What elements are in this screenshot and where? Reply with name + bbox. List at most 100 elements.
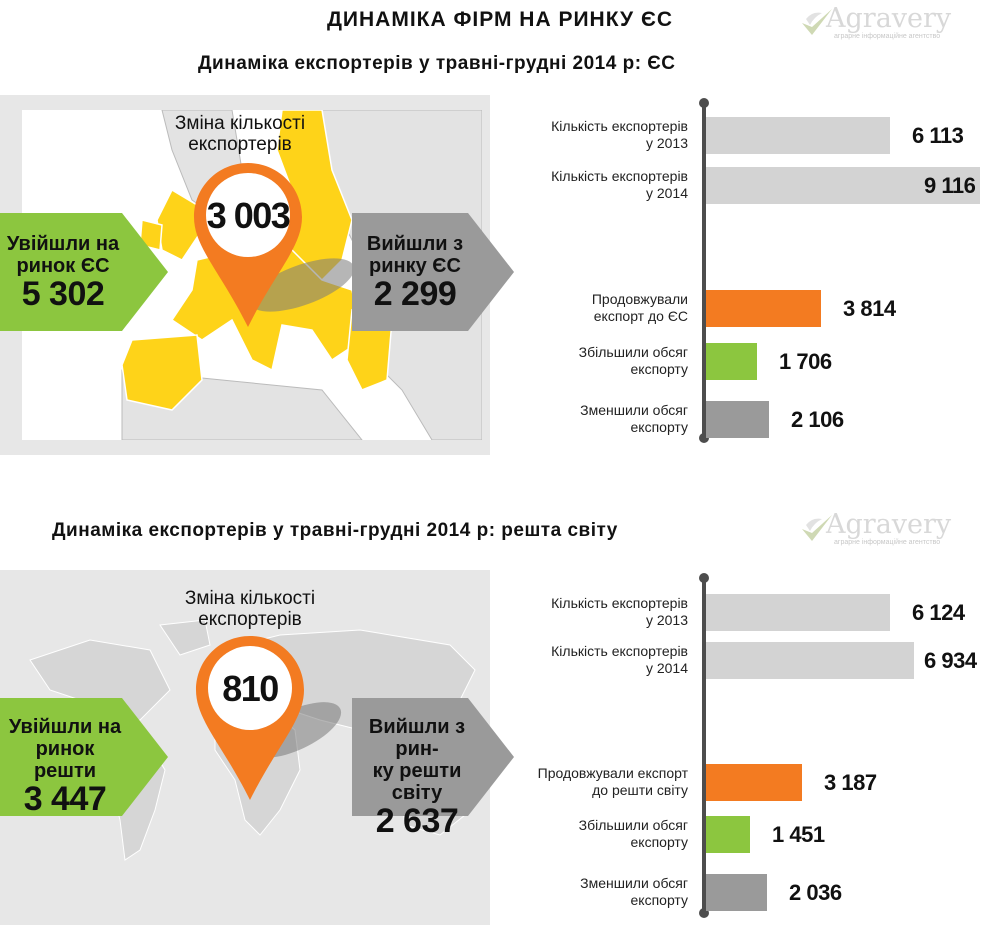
map-pin-icon xyxy=(194,163,302,327)
pin-caption: Зміна кількості експортерів xyxy=(160,588,340,630)
entered-label-line: Увійшли на xyxy=(8,716,122,738)
chart-bar xyxy=(706,290,821,327)
bar-category-line: Збільшили обсяг xyxy=(578,344,688,360)
bar-category-line: Продовжували xyxy=(591,291,688,307)
chart-bar xyxy=(706,343,757,380)
pin-value: 810 xyxy=(222,668,279,709)
bar-category-line: експорту xyxy=(630,419,688,435)
pin-caption-line: Зміна кількості xyxy=(184,588,316,609)
logo: Agravery аграрне інформаційне агентство xyxy=(800,3,960,43)
bar-category-line: у 2014 xyxy=(645,660,688,676)
bar-value-label: 1 451 xyxy=(772,822,825,847)
exited-arrow xyxy=(352,698,514,816)
logo: Agravery аграрне інформаційне агентство xyxy=(800,509,960,549)
bar-chart-eu: Кількість експортерів у 2013 6 113 Кількіст… xyxy=(490,95,1000,455)
chart-bar xyxy=(706,816,750,853)
bar-category-line: експорту xyxy=(630,834,688,850)
bar-category-line: Кількість експортерів xyxy=(551,168,688,184)
map-panel-world: Зміна кількості експортерів 810 Увійшли … xyxy=(0,570,514,925)
bar-category-line: Зменшили обсяг xyxy=(580,402,688,418)
logo-tagline: аграрне інформаційне агентство xyxy=(834,539,941,546)
entered-text: Увійшли на ринок решти 3 447 xyxy=(4,716,126,818)
pin-caption: Зміна кількості експортерів xyxy=(150,113,330,155)
pin-caption-line: експортерів xyxy=(188,134,292,155)
chart-bar xyxy=(706,642,914,679)
entered-value: 5 302 xyxy=(21,275,105,313)
section-title: Динаміка експортерів у травні-грудні 201… xyxy=(198,53,676,74)
pin-value: 3 003 xyxy=(206,195,291,236)
chart-bar xyxy=(706,117,890,154)
map-panel-eu: Зміна кількості експортерів 3 003 Увійшл… xyxy=(0,95,514,455)
entered-label-line: ринок ЄС xyxy=(16,255,110,277)
bar-category-label: Кількість експортерів у 2014 xyxy=(490,168,688,202)
chart-bar xyxy=(706,167,980,204)
bar-category-label: Зменшили обсяг експорту xyxy=(490,875,688,909)
logo-text: Agravery xyxy=(826,3,952,34)
page-title: ДИНАМІКА ФІРМ НА РИНКУ ЄС xyxy=(326,8,674,31)
check-leaf-icon xyxy=(802,515,832,541)
bar-category-line: у 2013 xyxy=(645,135,688,151)
bar-category-line: Зменшили обсяг xyxy=(580,875,688,891)
map-pin-icon xyxy=(196,636,304,800)
bar-value-label: 3 187 xyxy=(824,770,877,795)
pin-caption-line: експортерів xyxy=(198,609,302,630)
bar-value-label: 2 106 xyxy=(791,407,844,432)
bar-category-label: Збільшили обсяг експорту xyxy=(490,344,688,378)
entered-arrow xyxy=(0,213,168,331)
exited-label-line: ку решти світу xyxy=(372,760,462,804)
axis-end-dot xyxy=(699,433,709,443)
bar-value-label: 9 116 xyxy=(924,173,976,198)
bar-value-label: 3 814 xyxy=(843,296,896,321)
exited-label-line: ринку ЄС xyxy=(369,255,461,277)
chart-bar xyxy=(706,874,767,911)
bar-category-line: Кількість експортерів xyxy=(551,595,688,611)
exited-value: 2 299 xyxy=(373,275,457,313)
bar-category-label: Продовжували експорт до ЄС xyxy=(490,291,688,325)
bar-category-label: Збільшили обсяг експорту xyxy=(490,817,688,851)
bar-category-line: експорту xyxy=(630,892,688,908)
bar-category-label: Зменшили обсяг експорту xyxy=(490,402,688,436)
bar-category-line: експорт до ЄС xyxy=(593,308,688,324)
chart-axis xyxy=(702,578,706,913)
logo-text: Agravery xyxy=(826,509,952,540)
check-leaf-icon xyxy=(802,9,832,35)
bar-category-label: Кількість експортерів у 2014 xyxy=(490,643,688,677)
bar-chart-world: Кількість експортерів у 2013 6 124 Кількіст… xyxy=(490,570,1000,928)
exited-label-line: Вийшли з рин- xyxy=(368,716,466,760)
bar-category-line: у 2013 xyxy=(645,612,688,628)
bar-category-label: Продовжували експорт до решти світу xyxy=(490,765,688,799)
chart-bar xyxy=(706,764,802,801)
bar-category-label: Кількість експортерів у 2013 xyxy=(490,118,688,152)
bar-category-line: у 2014 xyxy=(645,185,688,201)
chart-bar xyxy=(706,401,769,438)
bar-category-line: Кількість експортерів xyxy=(551,643,688,659)
bar-category-line: експорту xyxy=(630,361,688,377)
axis-end-dot xyxy=(699,98,709,108)
chart-axis xyxy=(702,103,706,438)
bar-category-line: Кількість експортерів xyxy=(551,118,688,134)
section-title: Динаміка експортерів у травні-грудні 201… xyxy=(52,520,618,541)
exited-text: Вийшли з ринку ЄС 2 299 xyxy=(352,233,478,313)
bar-category-label: Кількість експортерів у 2013 xyxy=(490,595,688,629)
bar-category-line: Продовжували експорт xyxy=(537,765,688,781)
bar-category-line: Збільшили обсяг xyxy=(578,817,688,833)
exited-arrow xyxy=(352,213,514,331)
entered-label-line: ринок решти xyxy=(33,738,97,782)
exited-value: 2 637 xyxy=(375,802,459,840)
entered-arrow xyxy=(0,698,168,816)
chart-bar xyxy=(706,594,890,631)
axis-end-dot xyxy=(699,908,709,918)
entered-value: 3 447 xyxy=(23,780,107,818)
exited-label-line: Вийшли з xyxy=(366,233,464,255)
entered-text: Увійшли на ринок ЄС 5 302 xyxy=(4,233,122,313)
bar-value-label: 6 124 xyxy=(912,600,965,625)
axis-end-dot xyxy=(699,573,709,583)
logo-tagline: аграрне інформаційне агентство xyxy=(834,33,941,40)
bar-value-label: 6 113 xyxy=(912,123,964,148)
exited-text: Вийшли з рин- ку решти світу 2 637 xyxy=(352,716,482,840)
bar-value-label: 1 706 xyxy=(779,349,832,374)
entered-label-line: Увійшли на xyxy=(6,233,120,255)
bar-value-label: 6 934 xyxy=(924,648,977,673)
bar-value-label: 2 036 xyxy=(789,880,842,905)
pin-caption-line: Зміна кількості xyxy=(174,113,306,134)
